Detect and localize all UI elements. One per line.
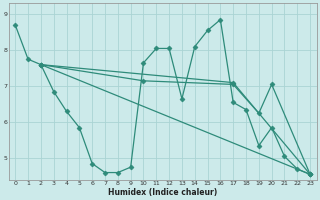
X-axis label: Humidex (Indice chaleur): Humidex (Indice chaleur) bbox=[108, 188, 217, 197]
